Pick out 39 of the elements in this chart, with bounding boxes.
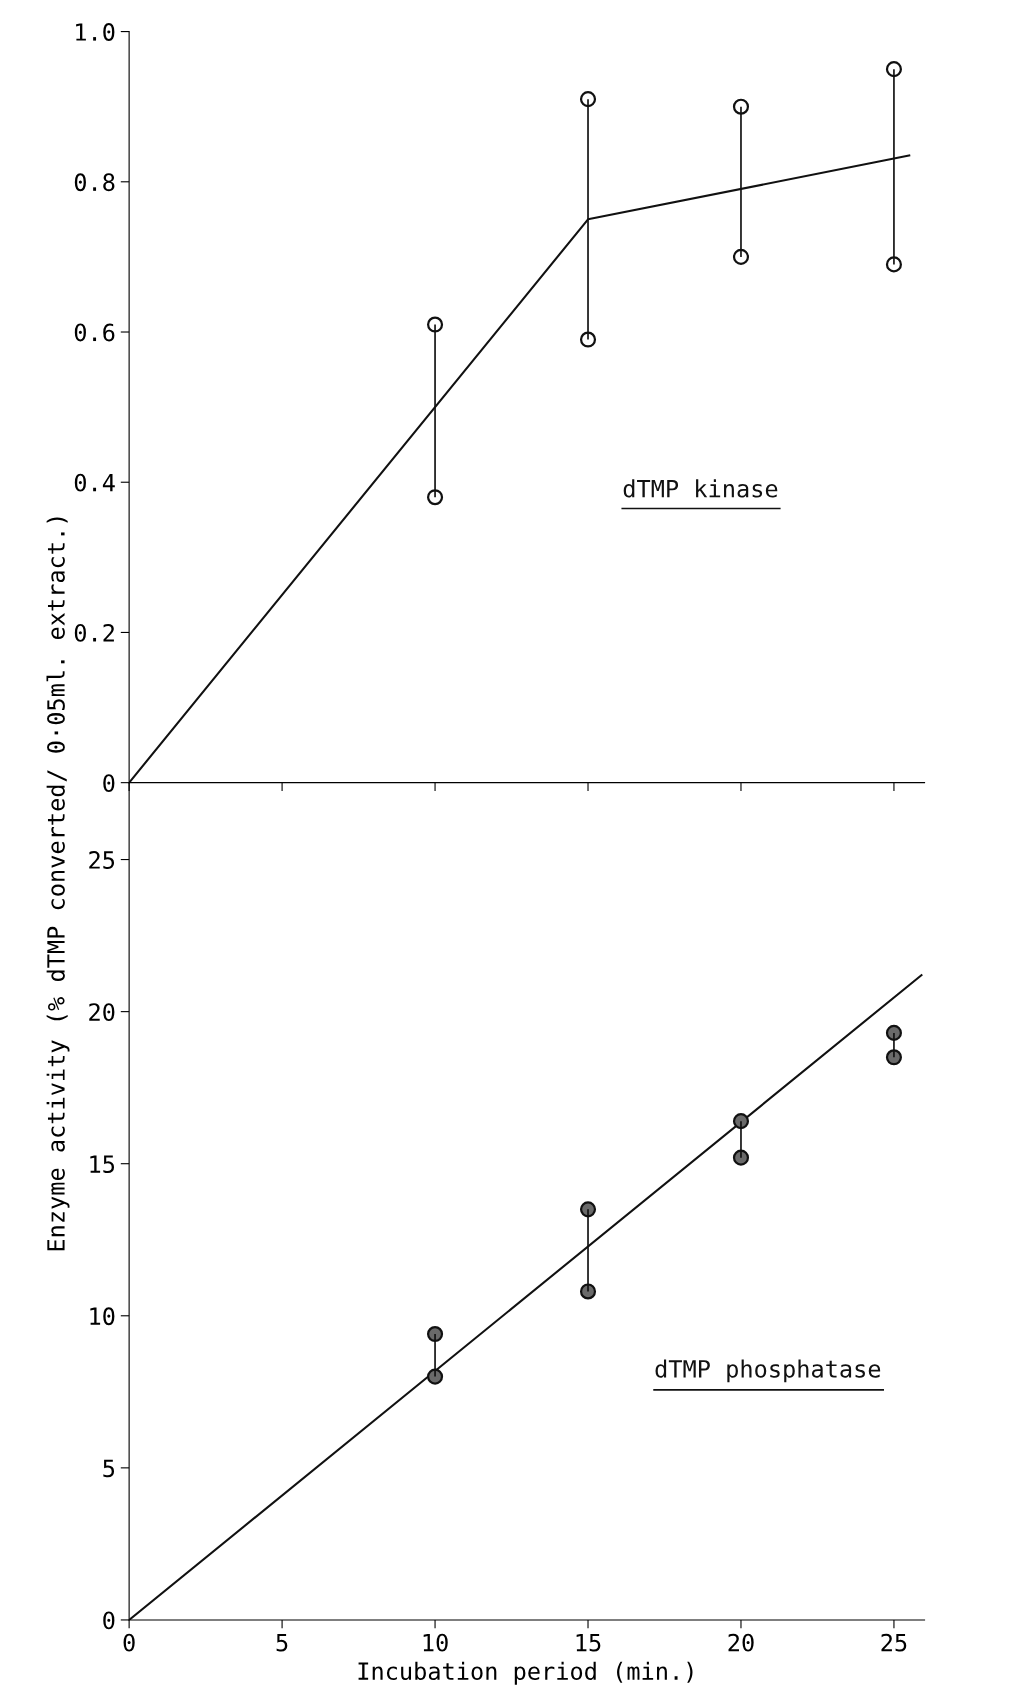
text: dTMP phosphatase — [655, 1359, 881, 1383]
y-tick-label: 20 — [89, 1003, 115, 1021]
x-tick-label: 25 — [881, 1633, 907, 1652]
point — [427, 489, 444, 506]
point — [579, 331, 597, 348]
point — [427, 316, 444, 333]
y-tick-label: 0.8 — [74, 173, 115, 192]
point — [579, 91, 597, 108]
y-tick-label: 1.0 — [76, 23, 115, 41]
point — [427, 1325, 444, 1343]
point — [732, 248, 750, 265]
point — [427, 1368, 444, 1385]
text: dTMP kinase — [623, 479, 778, 498]
x-tick-label: 15 — [576, 1633, 601, 1652]
x-axis-title: Incubation period (min.) — [358, 1661, 693, 1685]
point — [885, 61, 902, 78]
point — [732, 1113, 750, 1130]
point — [885, 1049, 902, 1066]
y-tick-label: 0.2 — [74, 623, 114, 642]
y-tick-label: 0 — [103, 774, 115, 793]
y-tick-label: 0 — [103, 1611, 115, 1630]
y-tick-label: 0.6 — [74, 323, 115, 342]
y-tick-label: 0.4 — [74, 473, 115, 492]
point — [579, 1201, 597, 1218]
y-axis-title: Enzyme activity (% dTMP converted — [46, 785, 70, 1251]
x-tick-label: 10 — [423, 1633, 448, 1652]
point — [732, 1149, 750, 1166]
x-tick-label: 0 — [123, 1633, 135, 1652]
point — [885, 256, 902, 273]
y-tick-label: 10 — [90, 1307, 115, 1326]
point — [732, 98, 750, 115]
y-tick-label: 15 — [90, 1155, 115, 1174]
x-tick-label: 5 — [276, 1633, 288, 1652]
point — [885, 1024, 902, 1041]
y-tick-label: 25 — [89, 851, 115, 869]
y-tick-label: 5 — [103, 1459, 115, 1478]
point — [579, 1283, 597, 1300]
y-axis-title: / 0·05ml. extract.) — [46, 517, 68, 782]
x-tick-label: 20 — [728, 1633, 754, 1652]
